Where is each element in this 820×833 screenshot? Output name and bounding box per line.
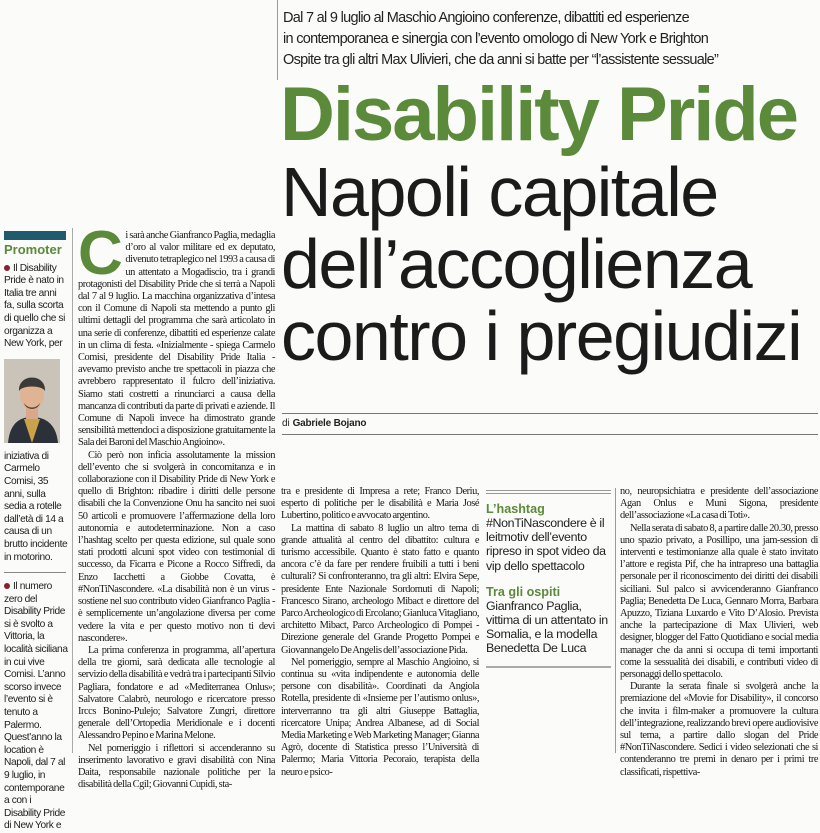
- column-divider: [72, 228, 73, 753]
- promoter-sidebar: Promoter Il Disability Pride è nato in I…: [0, 228, 70, 831]
- article-paragraph: i sarà anche Gianfranco Paglia, medaglia…: [78, 230, 275, 449]
- deck-line: Dal 7 al 9 luglio al Maschio Angioino co…: [283, 10, 690, 26]
- drop-cap: C: [78, 219, 123, 288]
- article-paragraph: tra e presidente di Impresa a rete; Fran…: [281, 486, 479, 522]
- sidebar-item: Il Disability Pride è nato in Italia tre…: [4, 262, 65, 350]
- kicker-headline: Disability Pride: [280, 72, 799, 157]
- sidebar-item-continued: iniziativa di Carmelo Comisi, 35 anni, s…: [4, 450, 68, 563]
- article-paragraph: Nel pomeriggio, sempre al Maschio Angioi…: [281, 656, 479, 778]
- article-paragraph: La prima conferenza in programma, all’ap…: [78, 644, 275, 742]
- sidebar-color-bar: [4, 231, 66, 240]
- portrait-image: [4, 358, 60, 443]
- box-text: #NonTiNascondere è il leitmotiv dell’eve…: [486, 516, 606, 573]
- article-column-1: C i sarà anche Gianfranco Paglia, medagl…: [78, 219, 275, 791]
- sidebar-item: Il numero zero del Disability Pride si è…: [4, 581, 68, 832]
- byline-rule: [282, 413, 818, 414]
- headline-line: Napoli capitale: [281, 153, 719, 231]
- article-paragraph: Nel pomeriggio i riflettori si accendera…: [78, 742, 275, 791]
- box-end-rule: [486, 665, 611, 668]
- article-paragraph: La mattina di sabato 8 luglio un altro t…: [281, 522, 479, 656]
- main-headline: Napoli capitale dell’accoglienza contro …: [281, 156, 820, 372]
- box-double-rule: [486, 490, 611, 494]
- column-divider: [277, 0, 278, 80]
- article-paragraph: Durante la serata finale si svolgerà anc…: [620, 681, 818, 778]
- article-column-3: no, neuropsichiatra e presidente dell’as…: [620, 486, 818, 779]
- headline-line: dell’accoglienza: [281, 225, 753, 303]
- byline: di Gabriele Bojano: [282, 418, 367, 429]
- promoter-photo: [4, 358, 60, 443]
- byline-rule: [282, 434, 818, 435]
- bullet-icon: [4, 583, 10, 590]
- box-heading: L’hashtag: [486, 502, 545, 516]
- article-paragraph: Ciò però non inficia assolutamente la mi…: [78, 449, 275, 644]
- headline-line: contro i pregiudizi: [281, 297, 803, 375]
- deck-line: Ospite tra gli altri Max Ulivieri, che d…: [283, 52, 719, 68]
- bullet-icon: [4, 264, 10, 271]
- deck-line: in contemporanea e sinergia con l’evento…: [283, 31, 709, 47]
- author-name: Gabriele Bojano: [292, 418, 367, 429]
- fact-box: L’hashtag #NonTiNascondere è il leitmoti…: [482, 488, 616, 753]
- article-paragraph: no, neuropsichiatra e presidente dell’as…: [620, 486, 818, 522]
- headline-deck: Dal 7 al 9 luglio al Maschio Angioino co…: [283, 8, 820, 71]
- sidebar-divider: [4, 572, 66, 574]
- sidebar-heading: Promoter: [4, 242, 62, 257]
- box-heading: Tra gli ospiti: [486, 584, 561, 599]
- box-text: Gianfranco Paglia, vittima di un attenta…: [486, 598, 608, 656]
- article-paragraph: Nella serata di sabato 8, a partire dall…: [620, 522, 818, 681]
- article-column-2: tra e presidente di Impresa a rete; Fran…: [281, 486, 479, 779]
